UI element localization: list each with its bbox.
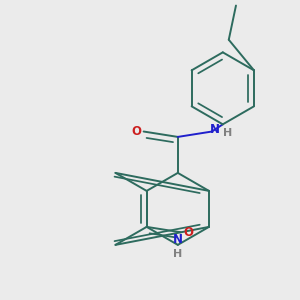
Text: H: H [173,249,182,259]
Text: O: O [131,125,141,138]
Text: N: N [173,233,183,247]
Text: N: N [210,123,220,136]
Text: H: H [223,128,232,138]
Text: O: O [183,226,193,239]
